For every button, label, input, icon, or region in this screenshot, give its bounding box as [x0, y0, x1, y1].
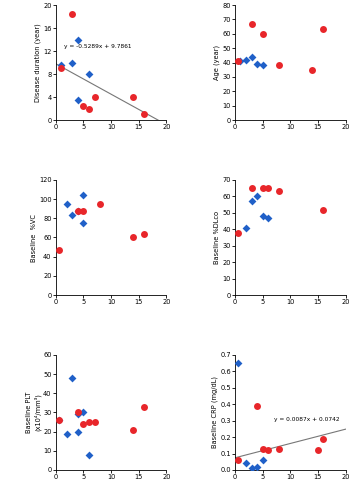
Point	[81, 219, 86, 227]
Point	[276, 188, 282, 196]
Point	[260, 30, 265, 38]
Point	[235, 57, 240, 65]
Point	[131, 234, 136, 241]
Point	[238, 57, 243, 65]
Point	[235, 456, 240, 464]
Point	[254, 192, 260, 200]
Point	[260, 444, 265, 452]
Text: y = -0.5289x + 9.7861: y = -0.5289x + 9.7861	[64, 44, 132, 49]
Point	[92, 93, 97, 101]
Point	[141, 110, 147, 118]
Point	[249, 198, 254, 205]
Point	[141, 402, 147, 410]
Y-axis label: Baseline PLT
(x10⁴/mm³): Baseline PLT (x10⁴/mm³)	[27, 392, 41, 433]
Point	[70, 10, 75, 18]
Point	[243, 56, 249, 64]
Y-axis label: Baseline  %VC: Baseline %VC	[31, 214, 37, 262]
Point	[141, 230, 147, 237]
Point	[254, 402, 260, 410]
Point	[260, 212, 265, 220]
Point	[254, 462, 260, 470]
Point	[249, 53, 254, 61]
Point	[243, 224, 249, 232]
Point	[260, 184, 265, 192]
Point	[81, 408, 86, 416]
Point	[75, 428, 81, 436]
Point	[310, 66, 315, 74]
Point	[265, 446, 271, 454]
Point	[75, 96, 81, 104]
Point	[75, 206, 81, 214]
Point	[265, 184, 271, 192]
Point	[260, 456, 265, 464]
Point	[243, 460, 249, 468]
Point	[75, 36, 81, 44]
Point	[70, 212, 75, 220]
Point	[249, 464, 254, 472]
Point	[59, 62, 64, 70]
Point	[81, 206, 86, 214]
Point	[64, 430, 70, 438]
Point	[56, 416, 61, 424]
Point	[235, 359, 240, 367]
Point	[254, 60, 260, 68]
Point	[131, 93, 136, 101]
Point	[260, 62, 265, 70]
Point	[81, 192, 86, 200]
Y-axis label: Disease duration (year): Disease duration (year)	[35, 23, 41, 102]
Point	[321, 26, 326, 34]
Point	[321, 206, 326, 214]
Point	[59, 64, 64, 72]
Y-axis label: Baseline CRP (mg/dL): Baseline CRP (mg/dL)	[211, 376, 218, 448]
Point	[70, 58, 75, 66]
Y-axis label: Baseline %DLco: Baseline %DLco	[214, 211, 220, 264]
Point	[321, 435, 326, 443]
Point	[276, 444, 282, 452]
Point	[64, 200, 70, 208]
Point	[86, 104, 92, 112]
Point	[75, 408, 81, 416]
Point	[97, 200, 103, 208]
Point	[56, 416, 61, 424]
Point	[265, 214, 271, 222]
Point	[56, 246, 61, 254]
Point	[131, 426, 136, 434]
Point	[86, 70, 92, 78]
Point	[315, 446, 321, 454]
Point	[92, 418, 97, 426]
Point	[235, 228, 240, 236]
Point	[276, 62, 282, 70]
Point	[70, 374, 75, 382]
Point	[81, 102, 86, 110]
Y-axis label: Age (year): Age (year)	[214, 45, 220, 80]
Point	[86, 450, 92, 458]
Point	[75, 206, 81, 214]
Point	[249, 20, 254, 28]
Point	[81, 420, 86, 428]
Point	[86, 418, 92, 426]
Point	[75, 410, 81, 418]
Point	[249, 184, 254, 192]
Text: y = 0.0087x + 0.0742: y = 0.0087x + 0.0742	[274, 416, 339, 422]
